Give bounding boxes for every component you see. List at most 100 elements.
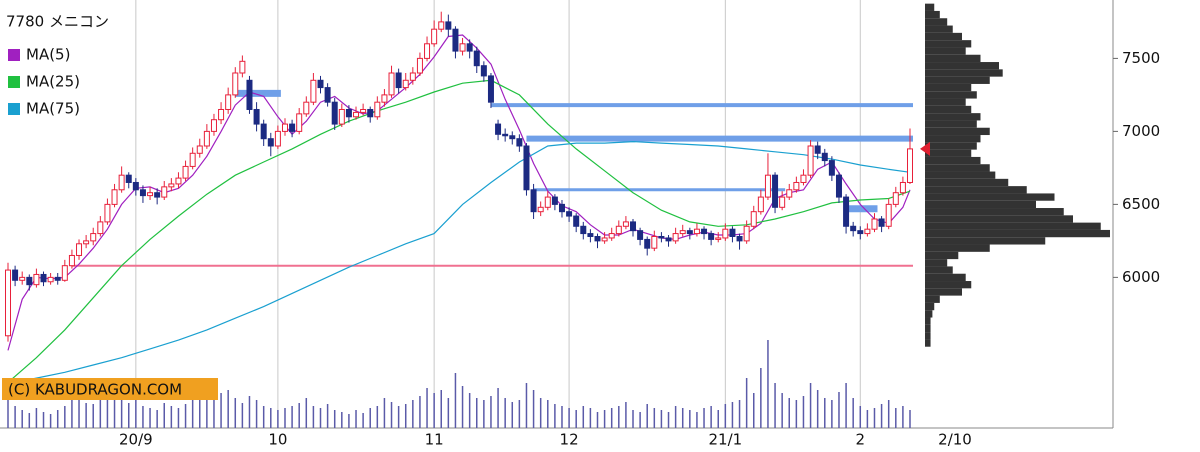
candle-body	[132, 181, 139, 191]
candle-body	[111, 189, 118, 205]
candle-body	[409, 72, 416, 81]
y-tick-label: 7000	[1122, 122, 1160, 140]
candle-body	[139, 189, 146, 197]
candle-body	[19, 276, 26, 281]
candle-body	[395, 72, 402, 89]
candle-body	[793, 181, 800, 191]
profile-bar	[925, 302, 935, 311]
candle-body	[196, 145, 203, 154]
candle-body	[608, 233, 615, 239]
candle-body	[303, 101, 310, 115]
candle-body	[558, 203, 565, 213]
candle-body	[729, 228, 736, 237]
candle-body	[218, 108, 225, 121]
legend-label: MA(25)	[26, 73, 80, 91]
candle-body	[594, 235, 601, 242]
candle-body	[338, 108, 345, 125]
profile-bar	[925, 105, 972, 114]
profile-bar	[925, 193, 1055, 201]
candle-body	[701, 228, 708, 235]
profile-bar	[925, 3, 935, 11]
candle-body	[189, 152, 196, 167]
profile-bar	[925, 215, 1073, 223]
profile-bar	[925, 259, 948, 267]
candle-body	[814, 145, 821, 154]
candle-body	[530, 189, 537, 213]
profile-bar	[925, 142, 977, 150]
candle-body	[736, 235, 743, 242]
profile-bar	[925, 18, 948, 26]
candle-body	[679, 230, 686, 235]
candle-body	[835, 174, 842, 198]
candle-body	[764, 174, 771, 198]
candle-body	[786, 189, 793, 198]
candle-body	[12, 269, 19, 281]
candle-body	[76, 243, 83, 256]
candle-body	[161, 186, 168, 198]
candle-body	[47, 276, 54, 283]
profile-bar	[925, 135, 981, 143]
watermark-box	[2, 378, 218, 400]
candle-body	[175, 177, 182, 185]
candle-body	[232, 72, 239, 96]
candle-body	[480, 65, 487, 77]
candle-body	[757, 196, 764, 213]
candle-body	[693, 228, 700, 235]
candle-body	[40, 273, 47, 283]
candle-body	[345, 108, 352, 118]
candle-body	[601, 237, 608, 242]
profile-bar	[925, 339, 931, 347]
candle-body	[452, 28, 459, 52]
candle-body	[644, 238, 651, 249]
candle-body	[281, 123, 288, 132]
candle-body	[61, 265, 68, 281]
candle-body	[182, 165, 189, 179]
profile-bar	[925, 40, 972, 48]
candle-body	[750, 211, 757, 227]
profile-bar	[925, 266, 953, 274]
candle-body	[154, 192, 161, 198]
candle-body	[90, 233, 97, 242]
candle-body	[424, 43, 431, 59]
candle-body	[573, 215, 580, 227]
candle-body	[104, 203, 111, 223]
profile-bar	[925, 62, 999, 70]
candle-body	[260, 123, 267, 140]
candle-body	[317, 79, 324, 89]
profile-bar	[925, 171, 996, 179]
candle-body	[487, 75, 494, 103]
ma-line	[7, 140, 911, 385]
candle-body	[466, 43, 473, 52]
candle-body	[381, 94, 388, 103]
profile-bar	[925, 54, 981, 63]
candle-body	[360, 108, 367, 113]
profile-bar	[925, 288, 962, 296]
candle-body	[459, 43, 466, 52]
profile-bar	[925, 237, 1046, 245]
candle-body	[892, 192, 899, 205]
candle-body	[516, 138, 523, 147]
profile-bar	[925, 91, 977, 99]
x-tick-label: 10	[268, 431, 287, 449]
last-price-marker	[920, 141, 930, 156]
candle-body	[33, 273, 40, 286]
candle-body	[495, 123, 502, 135]
candle-body	[672, 233, 679, 242]
candle-body	[5, 269, 11, 337]
candle-body	[267, 138, 274, 147]
profile-bar	[925, 273, 966, 282]
y-tick-label: 6000	[1122, 268, 1160, 286]
candle-body	[899, 181, 906, 194]
candle-body	[850, 225, 857, 232]
profile-bar	[925, 127, 990, 136]
candle-body	[630, 221, 637, 232]
candle-body	[551, 196, 558, 205]
candle-body	[857, 230, 864, 235]
candle-body	[83, 240, 90, 245]
candle-body	[637, 230, 644, 240]
profile-bar	[925, 208, 1064, 216]
profile-bar	[925, 25, 953, 33]
candle-body	[686, 230, 693, 235]
